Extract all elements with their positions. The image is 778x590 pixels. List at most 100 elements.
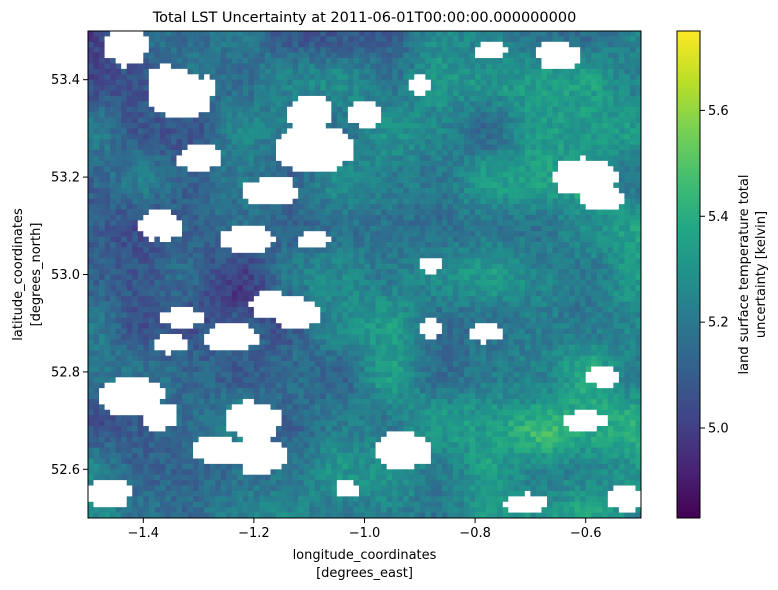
heatmap-cell <box>242 52 249 59</box>
heatmap-cell <box>325 279 332 286</box>
heatmap-cell <box>497 204 504 210</box>
heatmap-cell <box>447 290 454 297</box>
heatmap-cell <box>381 296 387 302</box>
heatmap-cell <box>524 258 531 265</box>
heatmap-cell <box>88 112 94 118</box>
heatmap-cell <box>475 85 481 91</box>
heatmap-cell <box>276 31 282 37</box>
heatmap-cell <box>386 36 393 43</box>
heatmap-cell <box>497 279 504 286</box>
missing-cell <box>430 269 437 275</box>
heatmap-cell <box>403 279 410 286</box>
heatmap-cell <box>425 122 432 129</box>
heatmap-cell <box>414 193 421 200</box>
heatmap-cell <box>441 150 448 156</box>
heatmap-cell <box>264 171 271 178</box>
heatmap-cell <box>121 209 128 216</box>
heatmap-cell <box>386 58 393 64</box>
heatmap-cell <box>170 187 177 194</box>
heatmap-cell <box>602 150 609 156</box>
heatmap-cell <box>624 144 631 151</box>
heatmap-cell <box>397 225 404 232</box>
heatmap-cell <box>403 182 410 189</box>
heatmap-cell <box>414 36 421 43</box>
heatmap-cell <box>215 225 222 232</box>
heatmap-cell <box>546 68 553 75</box>
heatmap-cell <box>287 263 293 270</box>
heatmap-cell <box>215 247 222 254</box>
heatmap-cell <box>143 209 150 216</box>
heatmap-cell <box>419 166 426 173</box>
heatmap-cell <box>546 133 553 140</box>
heatmap-cell <box>475 296 481 302</box>
heatmap-cell <box>137 79 144 86</box>
heatmap-cell <box>535 90 542 97</box>
heatmap-cell <box>364 47 371 53</box>
heatmap-cell <box>264 220 271 227</box>
heatmap-cell <box>602 128 609 135</box>
heatmap-cell <box>486 166 493 173</box>
heatmap-cell <box>198 182 205 189</box>
heatmap-cell <box>126 225 133 232</box>
heatmap-cell <box>629 177 636 183</box>
heatmap-cell <box>552 204 559 210</box>
heatmap-cell <box>491 187 498 194</box>
heatmap-cell <box>148 36 155 43</box>
heatmap-cell <box>497 269 504 275</box>
heatmap-cell <box>580 144 587 151</box>
heatmap-cell <box>596 58 603 64</box>
heatmap-cell <box>309 258 316 265</box>
heatmap-cell <box>143 128 150 135</box>
heatmap-cell <box>154 144 161 151</box>
heatmap-cell <box>425 204 432 210</box>
missing-cell <box>298 122 305 129</box>
heatmap-cell <box>502 296 509 302</box>
heatmap-cell <box>270 101 277 108</box>
heatmap-cell <box>325 79 332 86</box>
missing-cell <box>309 106 316 113</box>
heatmap-cell <box>425 58 432 64</box>
heatmap-cell <box>486 101 493 108</box>
missing-cell <box>298 242 305 248</box>
heatmap-cell <box>231 177 238 183</box>
heatmap-cell <box>464 74 470 81</box>
missing-cell <box>309 122 316 129</box>
heatmap-cell <box>143 269 150 275</box>
heatmap-cell <box>508 144 515 151</box>
missing-cell <box>414 79 421 86</box>
heatmap-cell <box>209 204 216 210</box>
heatmap-cell <box>430 193 437 200</box>
missing-cell <box>303 231 310 237</box>
heatmap-cell <box>441 171 448 178</box>
heatmap-cell <box>486 122 493 129</box>
heatmap-cell <box>558 106 564 113</box>
heatmap-cell <box>143 242 150 248</box>
missing-cell <box>248 242 255 248</box>
heatmap-cell <box>569 79 575 86</box>
heatmap-cell <box>546 209 553 216</box>
heatmap-cell <box>563 252 570 259</box>
heatmap-cell <box>370 155 376 162</box>
heatmap-cell <box>497 198 504 205</box>
heatmap-cell <box>253 74 260 81</box>
heatmap-cell <box>110 231 116 237</box>
heatmap-cell <box>154 36 161 43</box>
heatmap-cell <box>569 31 575 37</box>
heatmap-cell <box>215 85 222 91</box>
heatmap-cell <box>430 296 437 302</box>
heatmap-cell <box>264 95 271 102</box>
heatmap-cell <box>464 279 470 286</box>
missing-cell <box>303 155 310 162</box>
heatmap-cell <box>452 290 459 297</box>
missing-cell <box>170 225 177 232</box>
heatmap-cell <box>226 52 233 59</box>
missing-cell <box>325 155 332 162</box>
heatmap-cell <box>292 85 299 91</box>
heatmap-cell <box>585 247 592 254</box>
missing-cell <box>325 106 332 113</box>
heatmap-cell <box>392 171 399 178</box>
heatmap-cell <box>436 285 443 292</box>
heatmap-cell <box>480 290 487 297</box>
heatmap-cell <box>132 144 139 151</box>
heatmap-cell <box>635 74 641 81</box>
